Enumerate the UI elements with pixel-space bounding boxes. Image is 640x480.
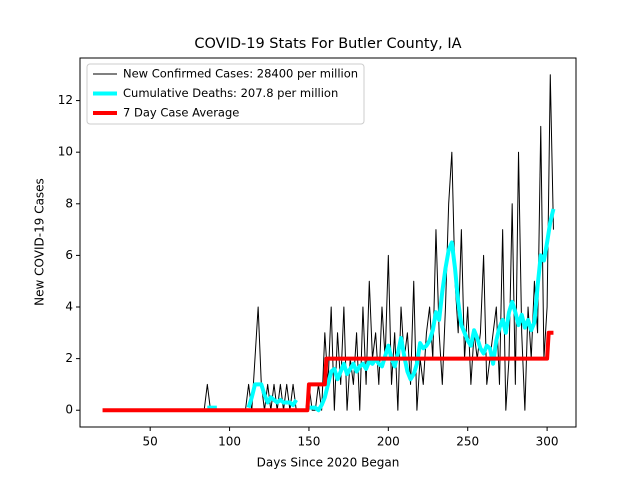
series-line [102, 330, 554, 413]
axes-frame [79, 57, 577, 428]
legend-label: 7 Day Case Average [123, 106, 239, 120]
legend-label: New Confirmed Cases: 28400 per million [123, 67, 358, 81]
y-tick-label: 4 [65, 300, 73, 314]
x-tick-label: 100 [218, 435, 241, 449]
y-axis-label: New COVID-19 Cases [33, 178, 47, 306]
x-tick-label: 300 [536, 435, 559, 449]
y-tick-label: 0 [65, 403, 73, 417]
y-tick-label: 8 [65, 196, 73, 210]
x-tick-label: 150 [297, 435, 320, 449]
x-axis-label: Days Since 2020 Began [257, 456, 400, 470]
chart-title: COVID-19 Stats For Butler County, IA [194, 36, 461, 52]
x-tick-label: 250 [456, 435, 479, 449]
legend: New Confirmed Cases: 28400 per million Cu… [86, 63, 365, 125]
y-tick-label: 10 [58, 145, 73, 159]
legend-box [86, 63, 365, 125]
series-line [308, 208, 556, 413]
plot-area [102, 74, 556, 413]
legend-label: Cumulative Deaths: 207.8 per million [123, 86, 338, 100]
y-tick-label: 12 [58, 93, 73, 107]
y-tick-label: 6 [65, 248, 73, 262]
x-tick-label: 200 [377, 435, 400, 449]
series-line [246, 382, 298, 409]
y-tick-label: 2 [65, 351, 73, 365]
x-tick-label: 50 [143, 435, 158, 449]
